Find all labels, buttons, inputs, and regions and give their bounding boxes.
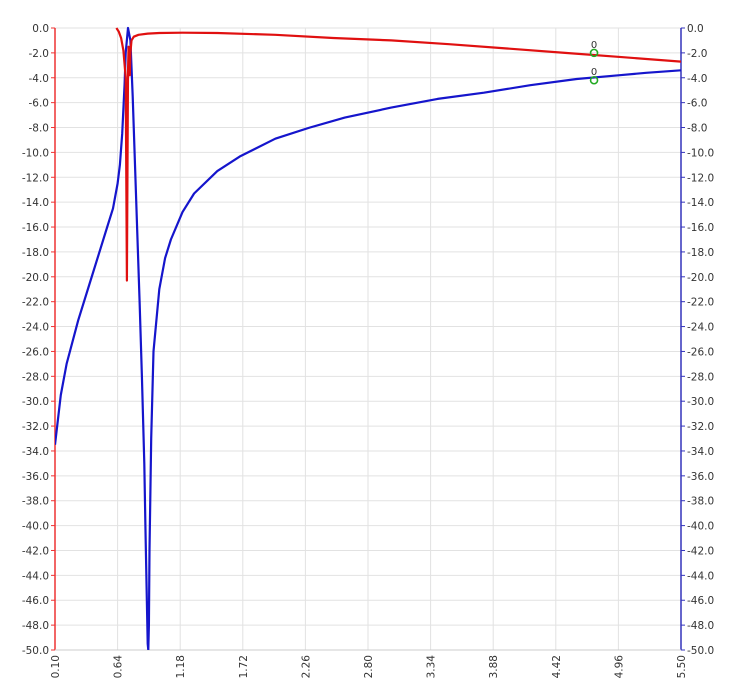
x-tick-label: 2.26 [300, 655, 312, 679]
right-y-tick-label: -22.0 [687, 297, 714, 309]
left-y-tick-label: -46.0 [22, 595, 49, 607]
right-y-tick-label: -30.0 [687, 396, 714, 408]
right-y-tick-label: -4.0 [687, 73, 708, 85]
right-y-tick-label: -48.0 [687, 620, 714, 632]
right-y-tick-label: -36.0 [687, 471, 714, 483]
right-y-tick-label: -10.0 [687, 147, 714, 159]
x-tick-label: 2.80 [363, 655, 375, 678]
left-y-tick-label: -48.0 [22, 620, 49, 632]
left-y-tick-label: -22.0 [22, 297, 49, 309]
right-y-tick-label: -44.0 [687, 570, 714, 582]
marker-label: 0 [591, 67, 597, 78]
right-y-tick-label: -16.0 [687, 222, 714, 234]
left-y-tick-label: -10.0 [22, 147, 49, 159]
right-y-tick-label: -6.0 [687, 98, 708, 110]
left-y-tick-label: -50.0 [22, 645, 49, 657]
x-tick-label: 4.42 [551, 655, 563, 678]
right-y-tick-label: -20.0 [687, 272, 714, 284]
left-y-tick-label: -40.0 [22, 521, 49, 533]
right-y-tick-label: -32.0 [687, 421, 714, 433]
right-y-tick-label: -12.0 [687, 172, 714, 184]
x-tick-label: 4.96 [613, 655, 625, 679]
right-y-tick-label: -26.0 [687, 346, 714, 358]
right-y-tick-label: -14.0 [687, 197, 714, 209]
series-line-2 [55, 26, 681, 650]
left-y-tick-label: -30.0 [22, 396, 49, 408]
right-y-tick-label: -8.0 [687, 123, 708, 135]
left-y-tick-label: -14.0 [22, 197, 49, 209]
left-y-tick-label: -18.0 [22, 247, 49, 259]
left-y-tick-label: -26.0 [22, 346, 49, 358]
left-y-tick-label: -4.0 [29, 73, 50, 85]
right-y-tick-label: -34.0 [687, 446, 714, 458]
left-y-tick-label: -42.0 [22, 545, 49, 557]
right-y-tick-label: -18.0 [687, 247, 714, 259]
right-y-tick-label: -2.0 [687, 48, 708, 60]
x-tick-label: 0.10 [50, 655, 62, 678]
left-y-tick-label: -36.0 [22, 471, 49, 483]
right-y-tick-label: -40.0 [687, 521, 714, 533]
right-y-tick-label: -50.0 [687, 645, 714, 657]
left-y-tick-label: -28.0 [22, 371, 49, 383]
left-y-tick-label: -8.0 [29, 123, 50, 135]
marker-point[interactable] [589, 75, 599, 85]
x-tick-label: 3.34 [426, 655, 438, 679]
left-y-tick-label: -34.0 [22, 446, 49, 458]
x-tick-label: 5.50 [676, 655, 688, 678]
left-y-tick-label: -24.0 [22, 322, 49, 334]
left-y-tick-label: -16.0 [22, 222, 49, 234]
left-y-tick-label: -2.0 [29, 48, 50, 60]
right-y-tick-label: -38.0 [687, 496, 714, 508]
left-y-tick-label: 0.0 [32, 23, 49, 35]
right-y-tick-label: -24.0 [687, 322, 714, 334]
left-y-tick-label: -6.0 [29, 98, 50, 110]
right-y-tick-label: -42.0 [687, 545, 714, 557]
marker-label: 0 [591, 40, 597, 51]
left-y-tick-label: -32.0 [22, 421, 49, 433]
left-y-tick-label: -12.0 [22, 172, 49, 184]
right-y-tick-label: -46.0 [687, 595, 714, 607]
marker-point[interactable] [589, 48, 599, 58]
x-tick-label: 0.64 [113, 655, 125, 679]
x-tick-label: 1.18 [175, 655, 187, 678]
left-y-tick-label: -44.0 [22, 570, 49, 582]
series-line-1 [115, 27, 681, 282]
left-y-tick-label: -20.0 [22, 272, 49, 284]
x-tick-label: 3.88 [488, 655, 500, 678]
x-tick-label: 1.72 [238, 655, 250, 678]
right-y-tick-label: 0.0 [687, 23, 704, 35]
right-y-tick-label: -28.0 [687, 371, 714, 383]
left-y-tick-label: -38.0 [22, 496, 49, 508]
